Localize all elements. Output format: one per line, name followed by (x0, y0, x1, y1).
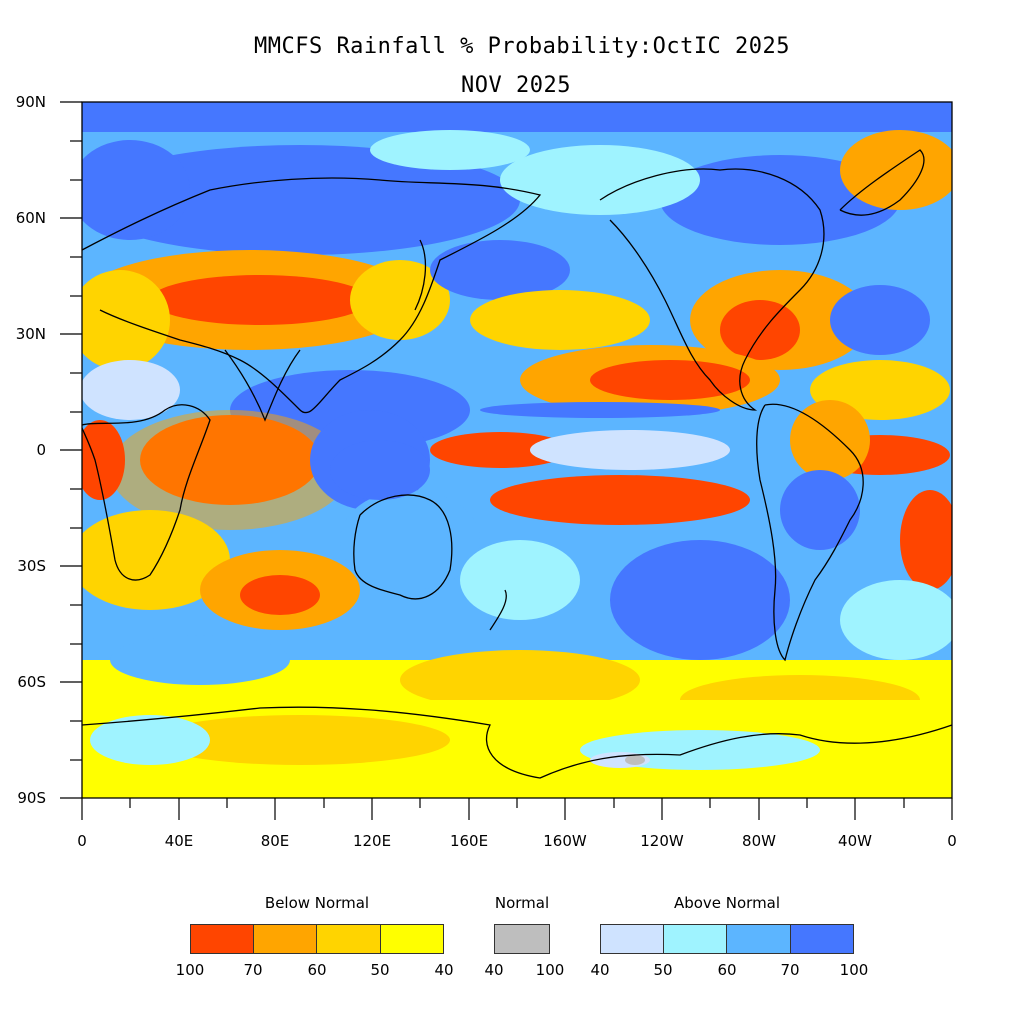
legend-value: 50 (370, 961, 390, 979)
legend-swatch-below-50-40 (380, 924, 444, 954)
legend-swatch-above-50-60 (663, 924, 727, 954)
y-tick-label: 30N (15, 325, 46, 343)
legend-value: 50 (653, 961, 673, 979)
x-tick-label: 160E (449, 832, 489, 850)
x-tick-label: 160W (543, 832, 587, 850)
legend-value: 60 (307, 961, 327, 979)
y-ticks (60, 101, 82, 799)
field-ne-pacific-red (590, 360, 750, 400)
legend-value: 100 (535, 961, 565, 979)
field-satl-red (900, 490, 952, 590)
field-wpac-red (430, 432, 570, 468)
coast-new-zealand (489, 589, 507, 631)
legend-swatch-below-100-70 (190, 924, 254, 954)
field-antarctica-cyan (90, 715, 210, 765)
legend-swatch-below-70-60 (253, 924, 317, 954)
field-indian-ocean-orange (110, 410, 350, 530)
coast-india (224, 349, 301, 422)
legend-swatch-above-60-70 (726, 924, 791, 954)
legend-swatch-normal (494, 924, 550, 954)
field-so-blue (110, 635, 290, 685)
x-ticks (81, 798, 953, 820)
field-arctic (82, 102, 952, 132)
field-itcz-blue (480, 402, 720, 418)
coastlines (81, 149, 953, 779)
coast-japan (414, 239, 427, 311)
legend-value: 100 (839, 961, 869, 979)
coast-eurasia (81, 177, 542, 414)
legend-value: 100 (175, 961, 205, 979)
legend-value: 70 (243, 961, 263, 979)
field-se-pac-blue (610, 540, 790, 660)
field-npac-gold (470, 290, 650, 350)
legend-normal-label: Normal (494, 894, 550, 912)
legend-swatch-above-70-100 (790, 924, 854, 954)
field-spcz-red (490, 475, 750, 525)
coast-africa (81, 404, 211, 581)
coast-antarctica (81, 706, 953, 779)
field-australia-blue (340, 490, 480, 590)
x-tick-label: 80E (260, 832, 290, 850)
field-w-africa-red (82, 420, 125, 500)
legend-value: 40 (484, 961, 504, 979)
field-canada-blue (660, 155, 900, 245)
legend-swatch-below-60-50 (316, 924, 381, 954)
field-s-africa-gold (82, 510, 230, 610)
field-antarctica-gold (150, 715, 450, 765)
map-title: MMCFS Rainfall % Probability:OctIC 2025 (253, 34, 791, 59)
x-tick-label: 40W (838, 832, 872, 850)
legend-above-label: Above Normal (673, 894, 781, 912)
field-so-gold (400, 650, 640, 710)
field-central-asia-red (150, 275, 370, 325)
field-greenland-orange (840, 130, 952, 210)
field-alaska-cyan (500, 145, 700, 215)
field-arctic-cyan (370, 130, 530, 170)
field-sahara-pale (82, 360, 180, 420)
legend-below-label: Below Normal (264, 894, 370, 912)
field-s-indian-red (240, 575, 320, 615)
field-antarctica-normal (625, 755, 645, 765)
coast-greenland (839, 149, 925, 216)
legend-value: 40 (434, 961, 454, 979)
x-tick-label: 40E (164, 832, 194, 850)
y-tick-label: 60N (15, 209, 46, 227)
legend-value: 40 (590, 961, 610, 979)
field-siberia-blue (82, 145, 520, 255)
legend-swatch-above-40-50 (600, 924, 664, 954)
legend-value: 60 (717, 961, 737, 979)
x-tick-label: 120E (352, 832, 392, 850)
field-usa-red (720, 300, 800, 360)
x-tick-label: 0 (947, 832, 957, 850)
field-mediterranean-gold (82, 270, 170, 370)
y-tick-label: 30S (17, 557, 46, 575)
map-subtitle: NOV 2025 (461, 73, 571, 98)
field-europe-blue (82, 140, 190, 240)
field-n-australia-blue (330, 440, 430, 500)
y-tick-label: 90N (15, 93, 46, 111)
field-epac-pale (530, 430, 730, 470)
x-tick-label: 80W (742, 832, 776, 850)
field-npac-blue (430, 240, 570, 300)
y-tick-label: 90S (17, 789, 46, 807)
coast-north-america (599, 168, 825, 411)
probability-field (82, 102, 952, 798)
legend-value: 70 (780, 961, 800, 979)
x-tick-label: 120W (640, 832, 684, 850)
field-n-sa-orange (790, 400, 870, 480)
y-tick-label: 60S (17, 673, 46, 691)
coast-australia (353, 494, 453, 600)
y-tick-label: 0 (36, 441, 46, 459)
field-natl-blue (830, 285, 930, 355)
field-sw-pac-cyan (460, 540, 580, 620)
x-tick-label: 0 (77, 832, 87, 850)
field-s-atl-cyan (840, 580, 952, 660)
field-south-pole (82, 785, 952, 798)
coast-south-america (756, 403, 864, 662)
field-brazil-blue (780, 470, 860, 550)
